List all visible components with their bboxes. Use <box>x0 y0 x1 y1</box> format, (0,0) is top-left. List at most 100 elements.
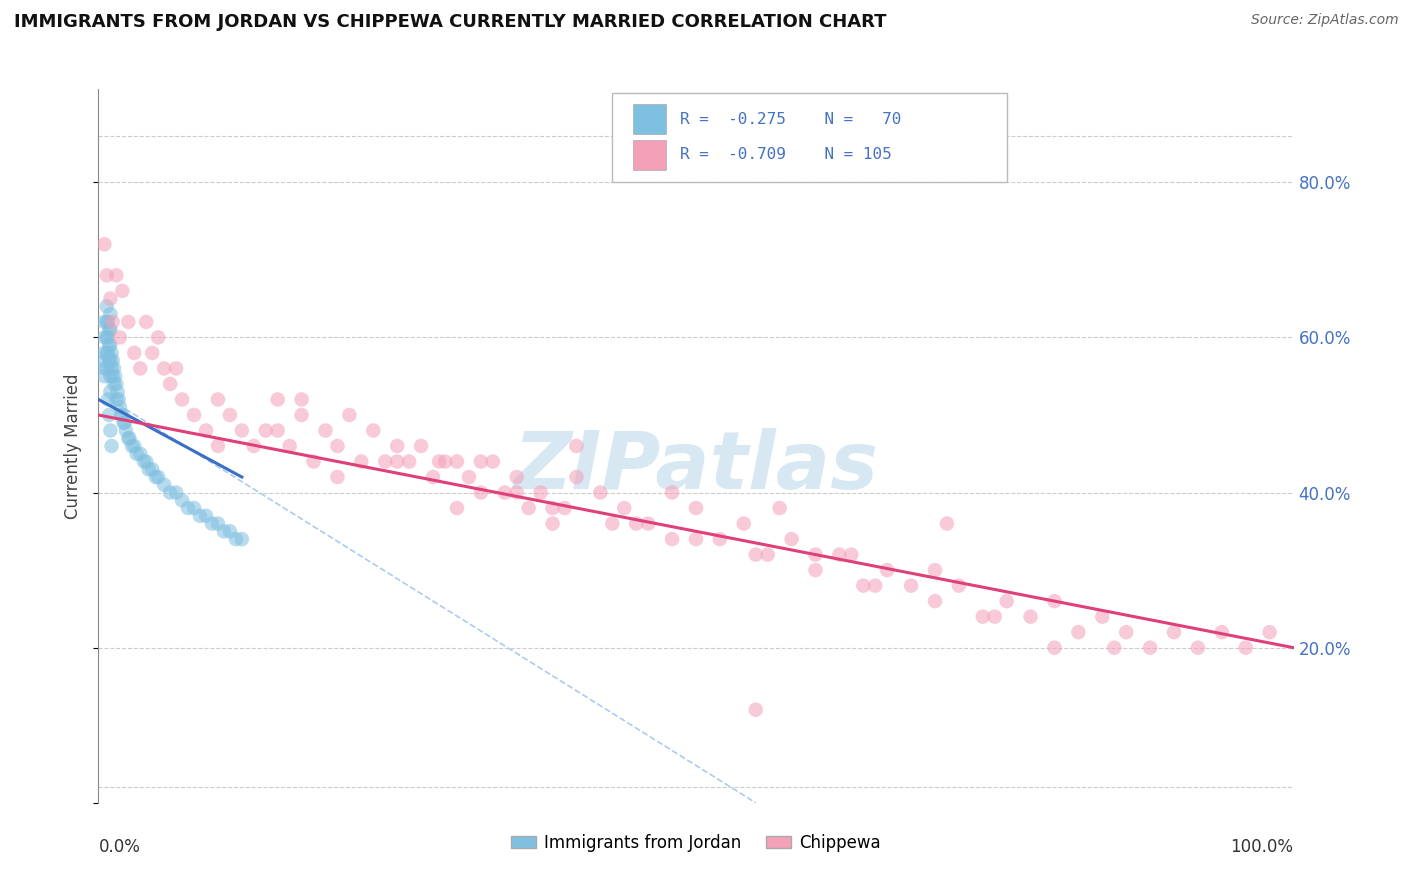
Point <box>98 292 122 306</box>
Point <box>350 454 373 468</box>
Point <box>100 361 122 376</box>
Bar <box>633 140 666 169</box>
Text: 100.0%: 100.0% <box>1230 838 1294 856</box>
Point <box>1019 609 1042 624</box>
Point <box>427 454 450 468</box>
Point <box>108 330 131 344</box>
Point <box>565 470 588 484</box>
Point <box>148 330 170 344</box>
Point <box>685 532 707 546</box>
Point <box>195 508 218 523</box>
Point <box>129 447 152 461</box>
Point <box>984 609 1007 624</box>
Point <box>291 392 314 407</box>
Point <box>1104 640 1126 655</box>
Point <box>98 353 121 368</box>
Point <box>101 369 124 384</box>
Point <box>93 237 115 252</box>
Point <box>135 315 157 329</box>
Point <box>96 346 118 360</box>
Point <box>98 338 122 352</box>
Point <box>995 594 1018 608</box>
Point <box>1163 625 1185 640</box>
Point <box>98 369 122 384</box>
Bar <box>633 104 666 134</box>
Point <box>153 477 176 491</box>
Point <box>98 424 122 438</box>
Point <box>1043 640 1066 655</box>
Point <box>225 532 247 546</box>
Point <box>804 563 827 577</box>
Point <box>105 376 128 391</box>
Point <box>96 299 118 313</box>
Point <box>828 548 851 562</box>
Point <box>97 392 120 407</box>
Point <box>165 361 187 376</box>
Point <box>165 485 187 500</box>
Point <box>972 609 994 624</box>
Point <box>103 376 125 391</box>
Point <box>207 516 229 531</box>
Point <box>100 346 122 360</box>
Point <box>96 330 118 344</box>
Point <box>613 501 636 516</box>
Point <box>111 408 134 422</box>
Point <box>219 408 242 422</box>
Point <box>97 346 120 360</box>
Point <box>1043 594 1066 608</box>
Point <box>852 579 875 593</box>
Point <box>278 439 301 453</box>
Point <box>129 361 152 376</box>
Point <box>661 485 683 500</box>
Point <box>841 548 863 562</box>
FancyBboxPatch shape <box>613 93 1007 182</box>
Point <box>108 401 131 415</box>
Point <box>339 408 361 422</box>
Point <box>117 315 139 329</box>
Point <box>363 424 385 438</box>
Point <box>267 392 290 407</box>
Point <box>105 268 128 283</box>
Point <box>135 454 157 468</box>
Point <box>661 532 683 546</box>
Point <box>98 384 122 399</box>
Point <box>470 485 492 500</box>
Point <box>141 462 163 476</box>
Point <box>385 439 409 453</box>
Point <box>374 454 396 468</box>
Point <box>517 501 540 516</box>
Text: ZIPatlas: ZIPatlas <box>513 428 879 507</box>
Point <box>1187 640 1209 655</box>
Point <box>96 268 118 283</box>
Text: R =  -0.275    N =   70: R = -0.275 N = 70 <box>681 112 901 127</box>
Point <box>207 439 229 453</box>
Point <box>124 439 146 453</box>
Point <box>446 501 468 516</box>
Point <box>132 454 155 468</box>
Point <box>541 501 564 516</box>
Point <box>709 532 731 546</box>
Point <box>231 424 253 438</box>
Point <box>876 563 898 577</box>
Point <box>98 307 122 321</box>
Point <box>93 346 115 360</box>
Point <box>733 516 755 531</box>
Point <box>111 284 134 298</box>
Point <box>541 516 564 531</box>
Text: IMMIGRANTS FROM JORDAN VS CHIPPEWA CURRENTLY MARRIED CORRELATION CHART: IMMIGRANTS FROM JORDAN VS CHIPPEWA CURRE… <box>14 13 887 31</box>
Point <box>422 470 444 484</box>
Point <box>326 470 349 484</box>
Point <box>398 454 420 468</box>
Point <box>153 361 176 376</box>
Point <box>865 579 887 593</box>
Point <box>98 408 121 422</box>
Point <box>1139 640 1161 655</box>
Point <box>121 439 143 453</box>
Point <box>101 315 124 329</box>
Point <box>411 439 433 453</box>
Point <box>1115 625 1137 640</box>
Point <box>481 454 505 468</box>
Point <box>212 524 235 539</box>
Point <box>195 424 218 438</box>
Point <box>900 579 922 593</box>
